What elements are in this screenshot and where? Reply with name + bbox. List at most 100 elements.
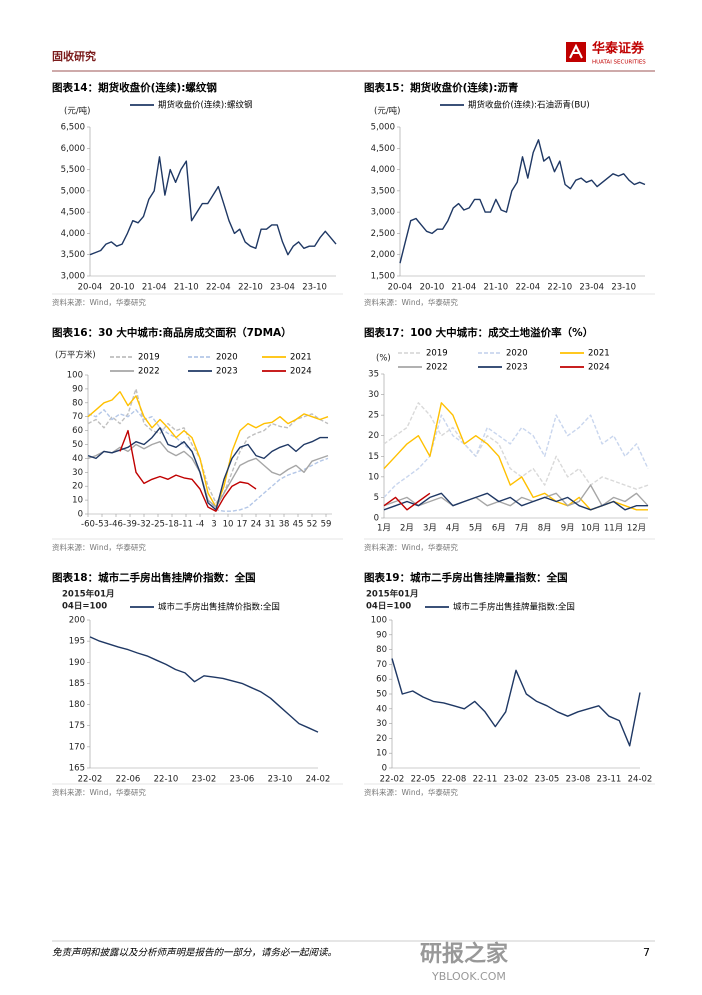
y-tick-label: 4,000 xyxy=(61,229,85,239)
logo-glyph xyxy=(569,43,583,59)
unit-label: 2015年01月 xyxy=(366,589,419,600)
y-tick-label: 70 xyxy=(376,660,387,670)
y-tick-label: 170 xyxy=(69,742,85,752)
x-tick-label: 3 xyxy=(211,520,216,530)
x-tick-label: 10月 xyxy=(581,524,600,534)
x-tick-label: 22-11 xyxy=(473,775,498,785)
x-tick-label: 21-10 xyxy=(174,283,199,293)
x-tick-label: 22-02 xyxy=(78,775,103,785)
x-tick-label: 21-10 xyxy=(484,283,509,293)
y-tick-label: 20 xyxy=(376,734,387,744)
x-tick-label: 20-04 xyxy=(78,283,103,293)
x-tick-label: 20-10 xyxy=(420,283,445,293)
y-tick-label: 100 xyxy=(67,371,83,381)
series-line xyxy=(383,414,649,498)
series-line xyxy=(399,139,646,264)
y-tick-label: 20 xyxy=(72,482,83,492)
unit-label: (元/吨) xyxy=(64,106,91,117)
x-tick-label: 23-04 xyxy=(270,283,295,293)
x-tick-label: 38 xyxy=(279,520,290,530)
x-tick-label: 45 xyxy=(293,520,304,530)
x-tick-label: 5月 xyxy=(469,524,483,534)
x-tick-label: 3月 xyxy=(423,524,437,534)
legend-label: 2024 xyxy=(588,363,610,373)
series-line xyxy=(119,429,257,512)
chart-title: 图表15：期货收盘价(连续):沥青 xyxy=(364,81,519,94)
y-tick-label: 3,000 xyxy=(371,208,395,218)
x-tick-label: 23-05 xyxy=(535,775,560,785)
y-tick-label: 4,000 xyxy=(371,165,395,175)
y-tick-label: 4,500 xyxy=(61,208,85,218)
x-tick-label: 23-10 xyxy=(611,283,636,293)
x-tick-label: 1月 xyxy=(377,524,391,534)
x-tick-label: 23-04 xyxy=(579,283,604,293)
legend-label: 城市二手房出售挂牌量指数:全国 xyxy=(453,602,575,613)
y-tick-label: 80 xyxy=(72,398,83,408)
legend-label: 2023 xyxy=(216,367,238,377)
y-tick-label: 10 xyxy=(376,749,387,759)
x-tick-label: 17 xyxy=(237,520,248,530)
x-tick-label: 4月 xyxy=(446,524,460,534)
unit-label: 04日=100 xyxy=(62,602,107,612)
section-label: 固收研究 xyxy=(52,49,96,63)
y-tick-label: 80 xyxy=(376,645,387,655)
x-tick-label: 2月 xyxy=(400,524,414,534)
source-note: 资料来源：Wind，华泰研究 xyxy=(52,787,146,797)
source-note: 资料来源：Wind，华泰研究 xyxy=(364,542,458,552)
legend-label: 2019 xyxy=(426,349,448,359)
y-tick-label: 6,000 xyxy=(61,144,85,154)
disclaimer: 免责声明和披露以及分析师声明是报告的一部分，请务必一起阅读。 xyxy=(52,947,337,959)
x-tick-label: 31 xyxy=(265,520,276,530)
y-tick-label: 200 xyxy=(69,616,85,626)
x-tick-label: 8月 xyxy=(538,524,552,534)
y-tick-label: 2,500 xyxy=(371,229,395,239)
x-tick-label: 22-04 xyxy=(206,283,231,293)
x-tick-label: 23-10 xyxy=(268,775,293,785)
x-tick-label: 59 xyxy=(321,520,332,530)
y-tick-label: 6,500 xyxy=(61,123,85,133)
y-tick-label: 30 xyxy=(72,468,83,478)
chart-title: 图表17：100 大中城市：成交土地溢价率（%） xyxy=(364,326,593,339)
y-tick-label: 90 xyxy=(72,384,83,394)
x-tick-label: 23-10 xyxy=(302,283,327,293)
series-line xyxy=(89,156,337,256)
source-note: 资料来源：Wind，华泰研究 xyxy=(364,297,458,307)
x-tick-label: 23-11 xyxy=(597,775,622,785)
x-tick-label: -32 xyxy=(137,520,151,530)
y-tick-label: 5,000 xyxy=(61,186,85,196)
x-tick-label: 21-04 xyxy=(142,283,167,293)
x-tick-label: 9月 xyxy=(561,524,575,534)
x-tick-label: 22-02 xyxy=(380,775,405,785)
y-tick-label: 50 xyxy=(376,690,387,700)
y-tick-label: 30 xyxy=(376,719,387,729)
unit-label: 04日=100 xyxy=(366,602,411,612)
x-tick-label: 23-08 xyxy=(566,775,591,785)
y-tick-label: 50 xyxy=(72,440,83,450)
legend-label: 期货收盘价(连续):石油沥青(BU) xyxy=(468,100,590,111)
x-tick-label: 20-04 xyxy=(388,283,413,293)
y-tick-label: 180 xyxy=(69,700,85,710)
y-tick-label: 40 xyxy=(376,704,387,714)
logo-subtext: HUATAI SECURITIES xyxy=(592,60,646,66)
y-tick-label: 2,000 xyxy=(371,250,395,260)
y-tick-label: 40 xyxy=(72,454,83,464)
unit-label: (万平方米) xyxy=(55,350,96,361)
x-tick-label: 22-10 xyxy=(154,775,179,785)
legend-label: 2023 xyxy=(506,363,528,373)
legend-label: 2020 xyxy=(216,353,238,363)
x-tick-label: 52 xyxy=(307,520,318,530)
x-tick-label: 23-06 xyxy=(230,775,255,785)
chart-title: 图表14：期货收盘价(连续):螺纹钢 xyxy=(52,81,217,94)
legend-label: 2019 xyxy=(138,353,160,363)
series-line xyxy=(87,409,329,512)
y-tick-label: 1,500 xyxy=(371,272,395,282)
y-tick-label: 10 xyxy=(368,472,379,482)
legend-label: 城市二手房出售挂牌价指数:全国 xyxy=(158,602,280,613)
logo-text: 华泰证券 xyxy=(592,41,645,57)
legend-label: 2022 xyxy=(426,363,448,373)
source-note: 资料来源：Wind，华泰研究 xyxy=(52,297,146,307)
unit-label: 2015年01月 xyxy=(62,589,115,600)
y-tick-label: 165 xyxy=(69,764,85,774)
legend-label: 期货收盘价(连续):螺纹钢 xyxy=(158,100,253,111)
